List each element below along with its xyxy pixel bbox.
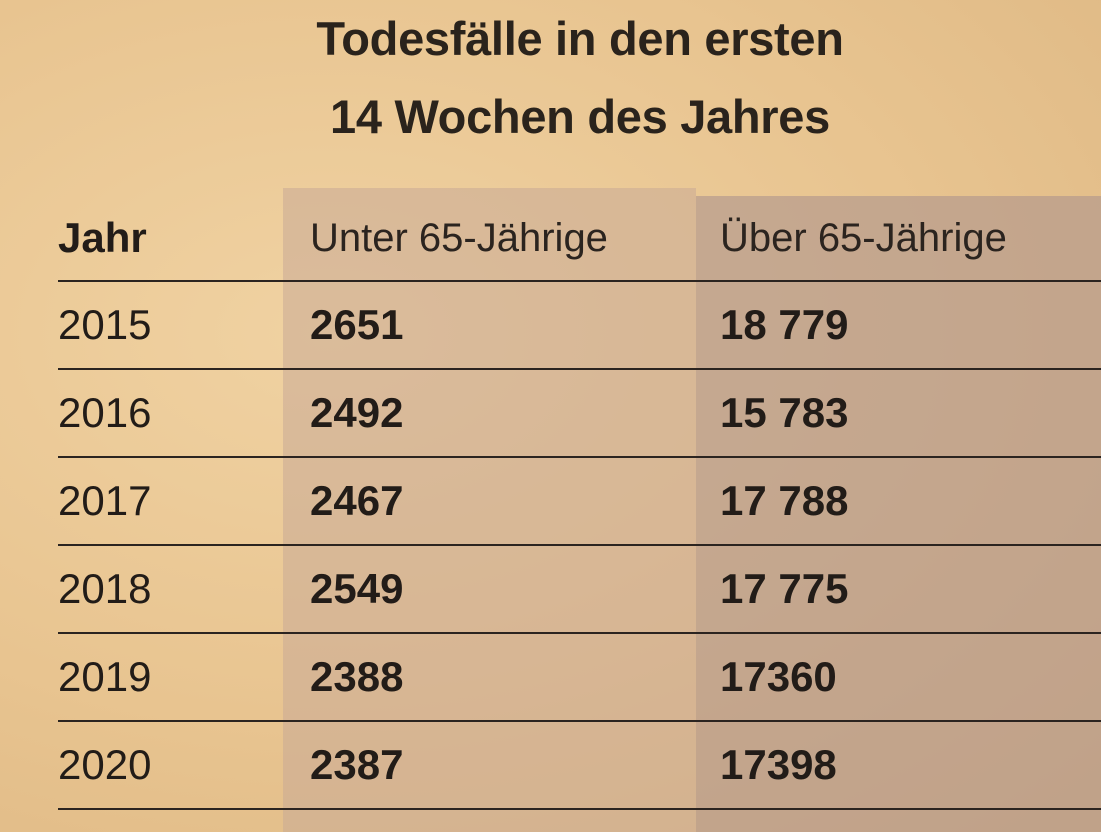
cell-under65: 2388	[310, 653, 404, 700]
table-row: 2016 2492 15 783	[58, 370, 1101, 458]
header-under65: Unter 65-Jährige	[310, 215, 608, 260]
cell-over65: 15 783	[720, 389, 849, 436]
cell-under65: 2492	[310, 389, 404, 436]
cell-under65: 2467	[310, 477, 404, 524]
table-row: 2015 2651 18 779	[58, 282, 1101, 370]
cell-year: 2016	[58, 389, 152, 436]
table-row: 2017 2467 17 788	[58, 458, 1101, 546]
cell-over65: 18 779	[720, 301, 849, 348]
table-header-row: Jahr Unter 65-Jährige Über 65-Jährige	[58, 196, 1101, 282]
table-row: 2020 2387 17398	[58, 722, 1101, 810]
cell-year: 2020	[58, 741, 152, 788]
cell-under65: 2651	[310, 301, 404, 348]
cell-year: 2018	[58, 565, 152, 612]
cell-over65: 17360	[720, 653, 837, 700]
column-shade-under65	[283, 188, 696, 832]
title-line-2: 14 Wochen des Jahres	[330, 90, 830, 143]
cell-under65: 2549	[310, 565, 404, 612]
cell-under65: 2387	[310, 741, 404, 788]
chart-title: Todesfälle in den ersten 14 Wochen des J…	[0, 0, 1101, 156]
data-table: Jahr Unter 65-Jährige Über 65-Jährige 20…	[58, 196, 1101, 810]
cell-year: 2015	[58, 301, 152, 348]
cell-over65: 17 775	[720, 565, 849, 612]
cell-year: 2019	[58, 653, 152, 700]
cell-year: 2017	[58, 477, 152, 524]
cell-over65: 17398	[720, 741, 837, 788]
cell-over65: 17 788	[720, 477, 849, 524]
table-row: 2019 2388 17360	[58, 634, 1101, 722]
header-over65: Über 65-Jährige	[720, 215, 1007, 260]
title-line-1: Todesfälle in den ersten	[316, 12, 844, 65]
header-year: Jahr	[58, 214, 147, 261]
table-row: 2018 2549 17 775	[58, 546, 1101, 634]
column-shade-over65	[696, 196, 1101, 832]
